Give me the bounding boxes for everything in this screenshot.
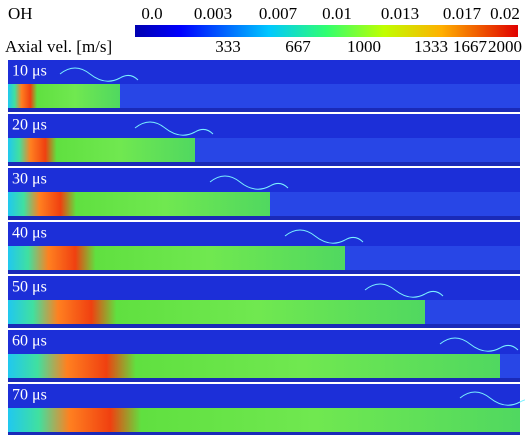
panel: 50 μs — [8, 276, 520, 328]
panel: 40 μs — [8, 222, 520, 274]
wall — [8, 162, 520, 166]
panel-label: 50 μs — [12, 279, 47, 296]
panel-label: 70 μs — [12, 387, 47, 404]
velocity-tick-label: 1667 — [453, 37, 488, 56]
figure: OH Axial vel. [m/s] 0.0 0.003 0.007 0.01 0.0… — [0, 0, 525, 435]
wall — [8, 108, 520, 112]
wall — [8, 216, 520, 220]
velocity-tick-label: 667 — [285, 37, 311, 56]
oh-tick-label: 0.017 — [443, 4, 482, 23]
panel: 60 μs — [8, 330, 520, 382]
oh-tick-label: 0.01 — [322, 4, 352, 23]
velocity-ahead — [195, 138, 520, 164]
wall — [8, 324, 520, 328]
velocity-field — [8, 84, 120, 110]
velocity-field — [8, 138, 195, 164]
velocity-field — [8, 246, 345, 272]
velocity-ahead — [425, 300, 520, 326]
velocity-tick-label: 333 — [215, 37, 241, 56]
velocity-label: Axial vel. [m/s] — [5, 37, 112, 56]
panel: 70 μs — [8, 384, 525, 435]
panel: 10 μs — [8, 60, 520, 112]
oh-tick-label: 0.013 — [381, 4, 419, 23]
panel-label: 10 μs — [12, 63, 47, 80]
velocity-ahead — [500, 354, 520, 380]
wall — [8, 270, 520, 274]
velocity-ahead — [345, 246, 520, 272]
panel: 20 μs — [8, 114, 520, 166]
oh-tick-label: 0.003 — [194, 4, 232, 23]
velocity-tick-label: 1000 — [347, 37, 381, 56]
panel-label: 30 μs — [12, 171, 47, 188]
oh-tick-label: 0.02 — [490, 4, 520, 23]
velocity-field — [8, 192, 270, 218]
panel: 30 μs — [8, 168, 520, 220]
wall — [8, 378, 520, 382]
panel-label: 60 μs — [12, 333, 47, 350]
panel-label: 20 μs — [12, 117, 47, 134]
velocity-field — [8, 354, 500, 380]
velocity-field — [8, 300, 425, 326]
panel-label: 40 μs — [12, 225, 47, 242]
oh-tick-label: 0.0 — [141, 4, 162, 23]
oh-tick-label: 0.007 — [259, 4, 298, 23]
oh-label: OH — [8, 4, 33, 23]
velocity-ahead — [270, 192, 520, 218]
velocity-ahead — [120, 84, 520, 110]
velocity-tick-label: 2000 — [488, 37, 522, 56]
velocity-field — [8, 408, 520, 434]
colorbar — [135, 25, 518, 37]
velocity-tick-label: 1333 — [414, 37, 448, 56]
